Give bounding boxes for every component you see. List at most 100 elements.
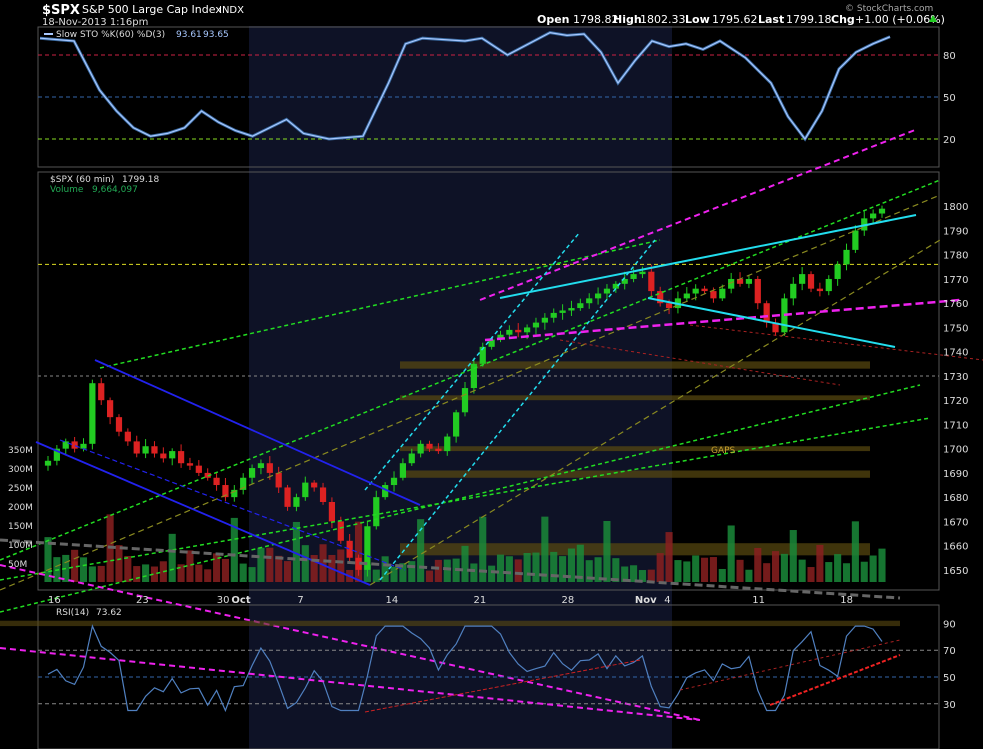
candle-body [790,283,797,299]
up-arrow-icon [929,15,937,22]
candle-body [745,278,753,284]
open-value: 1798.82 [573,13,619,26]
symbol: $SPX [42,3,80,18]
candle-body [364,526,371,570]
price-tick-label: 1790 [943,226,968,237]
volume-bar [763,563,771,582]
volume-tick-label: 300M [8,465,33,475]
volume-bar [638,570,646,582]
volume-bar [417,519,425,582]
sto-tick-label: 50 [943,93,956,104]
highlight-region [249,26,672,749]
sto-legend-k: 93.61 [176,30,202,40]
volume-bar [683,561,691,582]
candle-body [107,400,114,418]
volume-bar [674,560,682,582]
volume-bar [337,549,345,582]
trendline-green [99,239,661,369]
volume-bar [434,559,442,582]
watermark: © StockCharts.com [845,4,933,14]
volume-bar [860,561,868,582]
volume-bar [470,563,478,582]
volume-bar [88,566,96,582]
gaps-annotation: GAPS [711,446,736,456]
candle-body [328,502,336,522]
trendline-blue [59,439,406,571]
candle-body [382,485,389,498]
candle-body [524,327,531,333]
trendline-blue [94,359,421,506]
candle-body [240,477,247,490]
volume-bar [310,555,318,582]
volume-bar [541,516,549,582]
price-tick-label: 1650 [943,566,968,577]
rsi-trendline [679,639,901,691]
price-tick-label: 1730 [943,372,968,383]
volume-bar [869,555,877,582]
candle-body [772,322,779,333]
candle-body [124,431,131,442]
volume-bar [479,516,487,582]
volume-bar [408,561,416,582]
volume-bar [665,532,673,582]
rsi-tick-label: 30 [943,700,956,711]
index-name: S&P 500 Large Cap Index [82,3,222,16]
candle-body [195,465,202,473]
candle-body [825,278,832,292]
candle-body [133,441,140,454]
volume-tick-label: 250M [8,484,33,494]
candle-body [80,443,87,449]
rsi-zone [0,620,900,627]
candle-body [355,557,362,570]
candle-body [169,451,176,459]
volume-bar [718,568,726,582]
candle-body [461,388,469,413]
candle-body [222,485,229,498]
price-tick-label: 1710 [943,420,968,431]
last-value: 1799.18 [786,13,832,26]
candle-body [98,383,105,401]
price-panel [37,171,940,591]
gap-zone [400,470,870,478]
volume-bar [186,550,194,582]
trendline-cyan [647,297,896,348]
sto-tick-label: 20 [943,135,956,146]
candle-body [754,278,761,304]
volume-bar [168,533,176,582]
high-label: High [613,13,642,26]
volume-bar [239,563,247,582]
candle-body [728,278,735,289]
volume-bar [559,556,567,582]
candle-body [577,303,584,309]
candle-body [559,310,566,313]
candle-body [426,443,433,449]
volume-bar [443,559,451,582]
gap-zone [400,446,870,452]
trendline-green [0,417,931,581]
high-value: 1802.33 [640,13,686,26]
volume-bar [505,556,513,582]
rsi-legend: RSI(14) [56,608,89,618]
trendline-cyan [499,214,917,299]
candle-body [89,383,96,444]
gap-zone [400,543,870,556]
candle-body [444,436,451,452]
volume-bar [834,554,842,582]
chg-value: +1.00 (+0.06%) [855,13,945,26]
candle-body [657,291,664,304]
volume-bar [807,567,815,582]
candle-body [683,293,690,299]
volume-bar [461,545,469,582]
volume-bar [381,556,389,582]
candle-body [311,482,318,488]
volume-bar [621,566,629,582]
trendlines [0,129,983,721]
trendline-green [0,384,921,613]
price-tick-label: 1720 [943,396,968,407]
price-legend: $SPX (60 min) 1799.18 Volume 9,664,097 G… [50,175,736,456]
chart-header: $SPX S&P 500 Large Cap Index INDX 18-Nov… [42,3,945,28]
candle-body [736,278,744,284]
chg-label: Chg [831,13,855,26]
candle-body [71,441,78,449]
candle-body [319,487,327,502]
